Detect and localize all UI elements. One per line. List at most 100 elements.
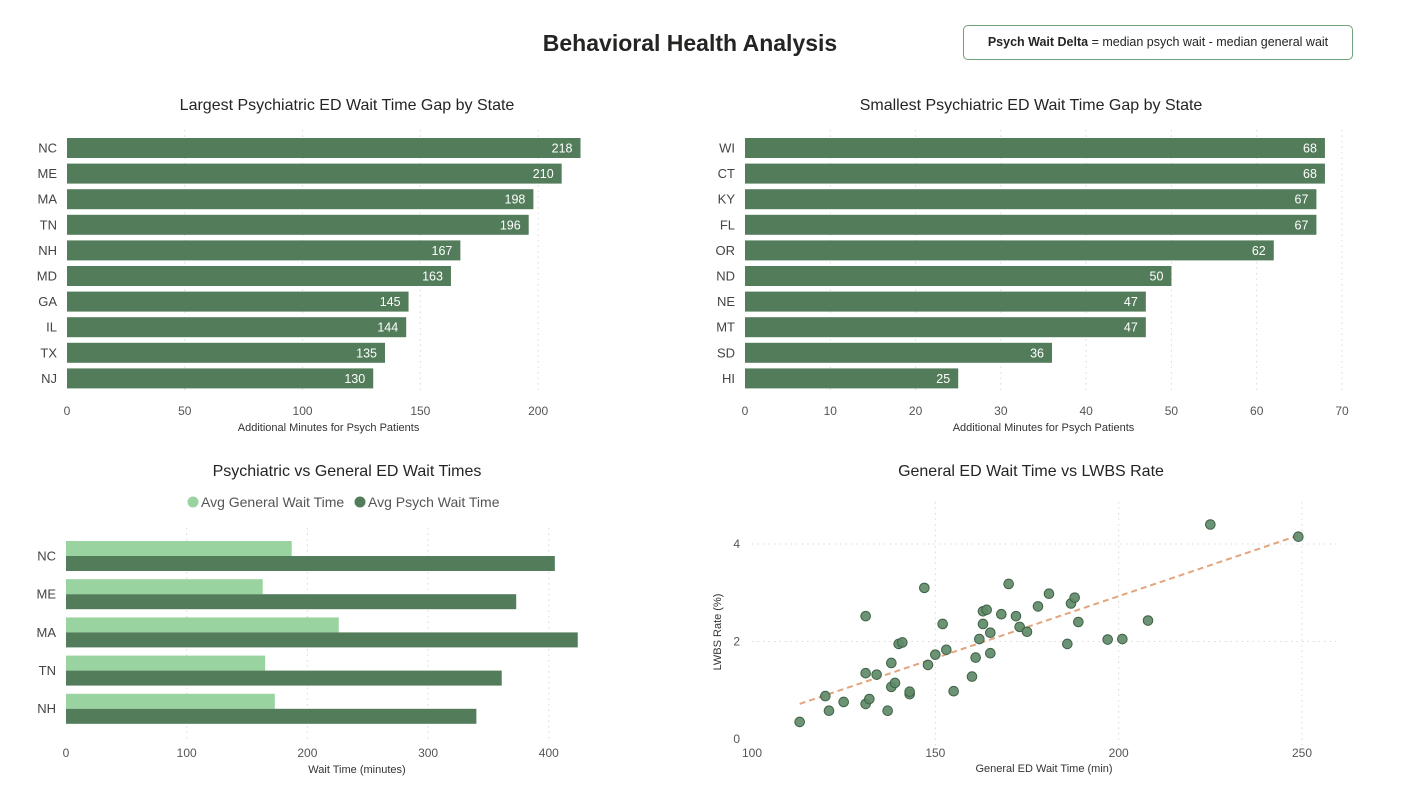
data-point bbox=[889, 677, 901, 689]
data-point bbox=[1003, 578, 1014, 590]
data-point bbox=[922, 659, 934, 671]
legend: Avg General Wait Time Avg Psych Wait Time bbox=[187, 494, 500, 510]
x-tick-label: 200 bbox=[528, 404, 548, 418]
data-label: 196 bbox=[500, 218, 521, 232]
data-label: 62 bbox=[1252, 244, 1266, 258]
data-point bbox=[1069, 592, 1080, 603]
bar bbox=[67, 317, 407, 338]
category-label: NJ bbox=[41, 371, 57, 386]
bar-psych bbox=[66, 708, 477, 724]
data-point bbox=[966, 671, 978, 682]
bar bbox=[67, 368, 374, 389]
data-point bbox=[970, 652, 981, 663]
category-label: GA bbox=[38, 294, 57, 309]
legend-swatch-general bbox=[187, 496, 199, 508]
x-tick-label: 100 bbox=[742, 746, 762, 760]
bar bbox=[67, 240, 461, 261]
bar-psych bbox=[66, 670, 502, 686]
note-term: Psych Wait Delta bbox=[987, 35, 1089, 49]
data-point bbox=[948, 685, 959, 697]
category-label: KY bbox=[718, 192, 736, 207]
x-tick-label: 100 bbox=[177, 746, 197, 760]
scatter-chart: General ED Wait Time vs LWBS Rate 100 150 2… bbox=[712, 463, 1336, 775]
bar-general bbox=[66, 579, 263, 595]
data-label: 218 bbox=[552, 142, 573, 156]
data-point bbox=[996, 608, 1007, 620]
chart-title: Smallest Psychiatric ED Wait Time Gap by… bbox=[860, 97, 1203, 114]
bar bbox=[745, 368, 959, 389]
bar-general bbox=[66, 617, 339, 633]
data-label: 47 bbox=[1124, 295, 1138, 309]
category-label: ME bbox=[38, 166, 58, 181]
x-tick-label: 70 bbox=[1335, 404, 1349, 418]
data-label: 68 bbox=[1303, 167, 1317, 181]
category-label: MA bbox=[38, 192, 58, 207]
category-label: CT bbox=[718, 166, 735, 181]
y-tick-label: 4 bbox=[733, 537, 740, 551]
category-label: SD bbox=[717, 345, 735, 360]
data-point bbox=[860, 667, 871, 679]
bar-psych bbox=[66, 556, 555, 571]
category-label: WI bbox=[719, 141, 735, 156]
data-point bbox=[1062, 638, 1073, 650]
data-label: 67 bbox=[1295, 193, 1309, 207]
bar bbox=[67, 266, 451, 286]
category-label: NC bbox=[37, 548, 56, 563]
category-label: IL bbox=[46, 320, 57, 335]
x-tick-label: 0 bbox=[742, 404, 749, 418]
category-label: NC bbox=[38, 141, 57, 156]
bar bbox=[745, 342, 1053, 363]
definition-note: Psych Wait Delta = median psych wait - m… bbox=[963, 25, 1353, 60]
bar-chart-2: Smallest Psychiatric ED Wait Time Gap by… bbox=[716, 97, 1349, 434]
data-label: 144 bbox=[377, 321, 398, 335]
bar-general bbox=[66, 693, 275, 709]
data-point bbox=[1014, 621, 1025, 633]
bar bbox=[745, 138, 1325, 158]
x-tick-label: 30 bbox=[994, 404, 1008, 418]
bar-general bbox=[66, 541, 292, 556]
category-label: HI bbox=[722, 371, 735, 386]
data-point bbox=[941, 644, 952, 656]
category-label: TX bbox=[40, 345, 57, 360]
category-label: MA bbox=[37, 625, 57, 640]
legend-label: Avg Psych Wait Time bbox=[368, 494, 500, 510]
x-tick-label: 10 bbox=[824, 404, 838, 418]
x-tick-label: 20 bbox=[909, 404, 923, 418]
data-point bbox=[820, 690, 831, 702]
data-point bbox=[1073, 616, 1084, 628]
y-axis-label: LWBS Rate (%) bbox=[712, 594, 724, 671]
data-label: 36 bbox=[1030, 346, 1044, 360]
data-point bbox=[1102, 634, 1113, 645]
legend-label: Avg General Wait Time bbox=[201, 494, 344, 510]
data-point bbox=[974, 633, 985, 645]
bar-general bbox=[66, 655, 266, 671]
x-tick-label: 300 bbox=[418, 746, 438, 760]
data-point bbox=[1142, 615, 1154, 626]
grouped-bar-chart: Psychiatric vs General ED Wait Times Avg … bbox=[37, 463, 578, 776]
data-point bbox=[919, 582, 930, 594]
data-point bbox=[977, 618, 989, 630]
data-point bbox=[1021, 626, 1033, 638]
bar bbox=[67, 291, 409, 312]
category-label: ME bbox=[37, 587, 57, 602]
bar bbox=[67, 214, 529, 235]
bar bbox=[745, 214, 1317, 235]
data-point bbox=[937, 618, 948, 630]
x-tick-label: 200 bbox=[297, 746, 317, 760]
x-tick-label: 150 bbox=[925, 746, 945, 760]
trendline bbox=[799, 533, 1303, 705]
data-point bbox=[1010, 610, 1022, 622]
data-point bbox=[981, 604, 992, 616]
data-point bbox=[904, 686, 915, 698]
x-tick-label: 200 bbox=[1109, 746, 1129, 760]
bar bbox=[745, 163, 1325, 184]
legend-swatch-psych bbox=[354, 496, 366, 508]
data-point bbox=[871, 669, 882, 680]
x-tick-label: 150 bbox=[410, 404, 430, 418]
bar bbox=[745, 291, 1146, 312]
data-point bbox=[864, 693, 875, 705]
data-label: 68 bbox=[1303, 142, 1317, 156]
x-axis-label: General ED Wait Time (min) bbox=[975, 763, 1112, 775]
bar bbox=[745, 240, 1274, 261]
